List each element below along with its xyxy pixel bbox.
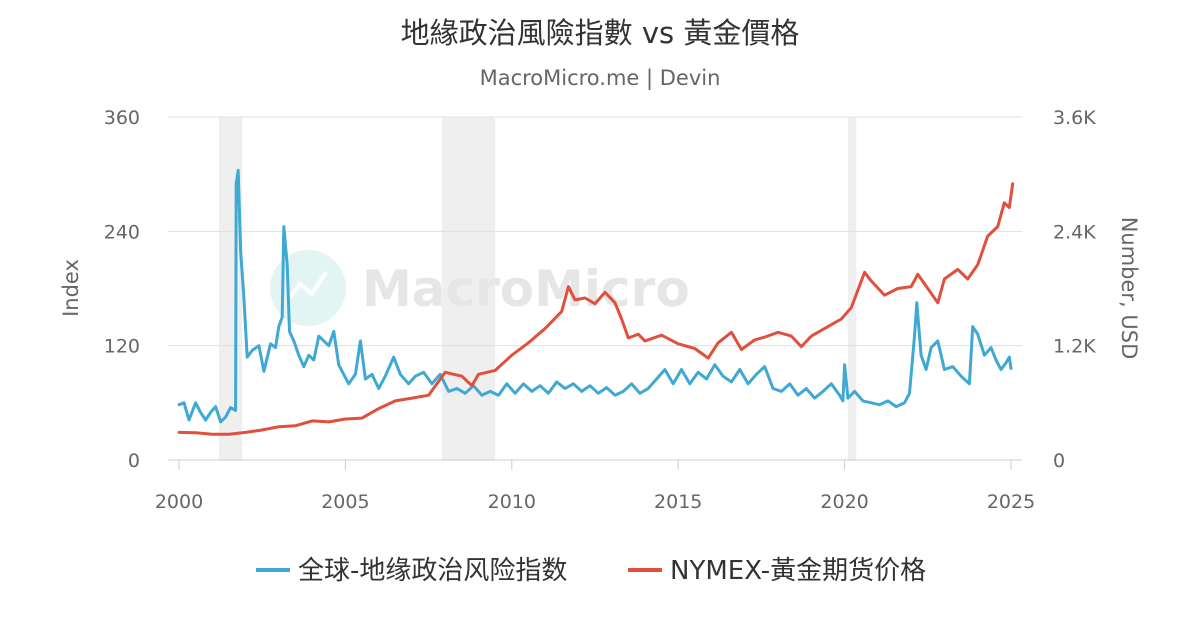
axes: 0 0 120 1.2K 240 2.4K 360 3.6K 2000 2005 2010 2015 2… [104,107,1096,513]
y-left-tick-label: 240 [104,221,140,243]
watermark-logo-mark [286,270,328,302]
x-tick-label: 2020 [820,491,868,513]
y-right-axis-title: Number, USD [1117,217,1141,360]
macromicro-watermark: MacroMicro [270,250,690,326]
legend-label-gpr: 全球-地缘政治风险指数 [298,556,567,586]
x-tick-label: 2000 [155,491,203,513]
y-left-tick-label: 360 [104,107,140,129]
series-line-0[interactable] [177,168,1013,424]
y-left-axis-title: Index [59,259,83,317]
legend-item-gpr[interactable]: 全球-地缘政治风险指数 [256,556,567,586]
y-left-tick-label: 120 [104,336,140,358]
y-right-tick-label: 0 [1053,450,1065,472]
watermark-text: MacroMicro [362,260,690,318]
legend-item-gold[interactable]: NYMEX-黃金期货价格 [628,556,926,586]
shaded-period-2 [847,117,857,460]
y-left-tick-label: 0 [128,450,140,472]
series-lines [177,168,1015,436]
shaded-period-1 [441,117,496,460]
series-line-1[interactable] [177,182,1015,436]
legend-label-gold: NYMEX-黃金期货价格 [670,556,926,586]
x-tick-label: 2005 [321,491,369,513]
y-right-tick-label: 1.2K [1053,336,1096,358]
chart-title: 地緣政治風險指數 vs 黃金價格 [401,16,800,50]
legend: 全球-地缘政治风险指数 NYMEX-黃金期货价格 [256,556,926,586]
grid-lines [168,116,1022,461]
x-tick-label: 2015 [654,491,702,513]
y-right-tick-label: 2.4K [1053,221,1096,243]
x-tick-label: 2010 [488,491,536,513]
y-right-tick-label: 3.6K [1053,107,1096,129]
x-tick-label: 2025 [987,491,1035,513]
chart-subtitle: MacroMicro.me | Devin [480,66,721,91]
